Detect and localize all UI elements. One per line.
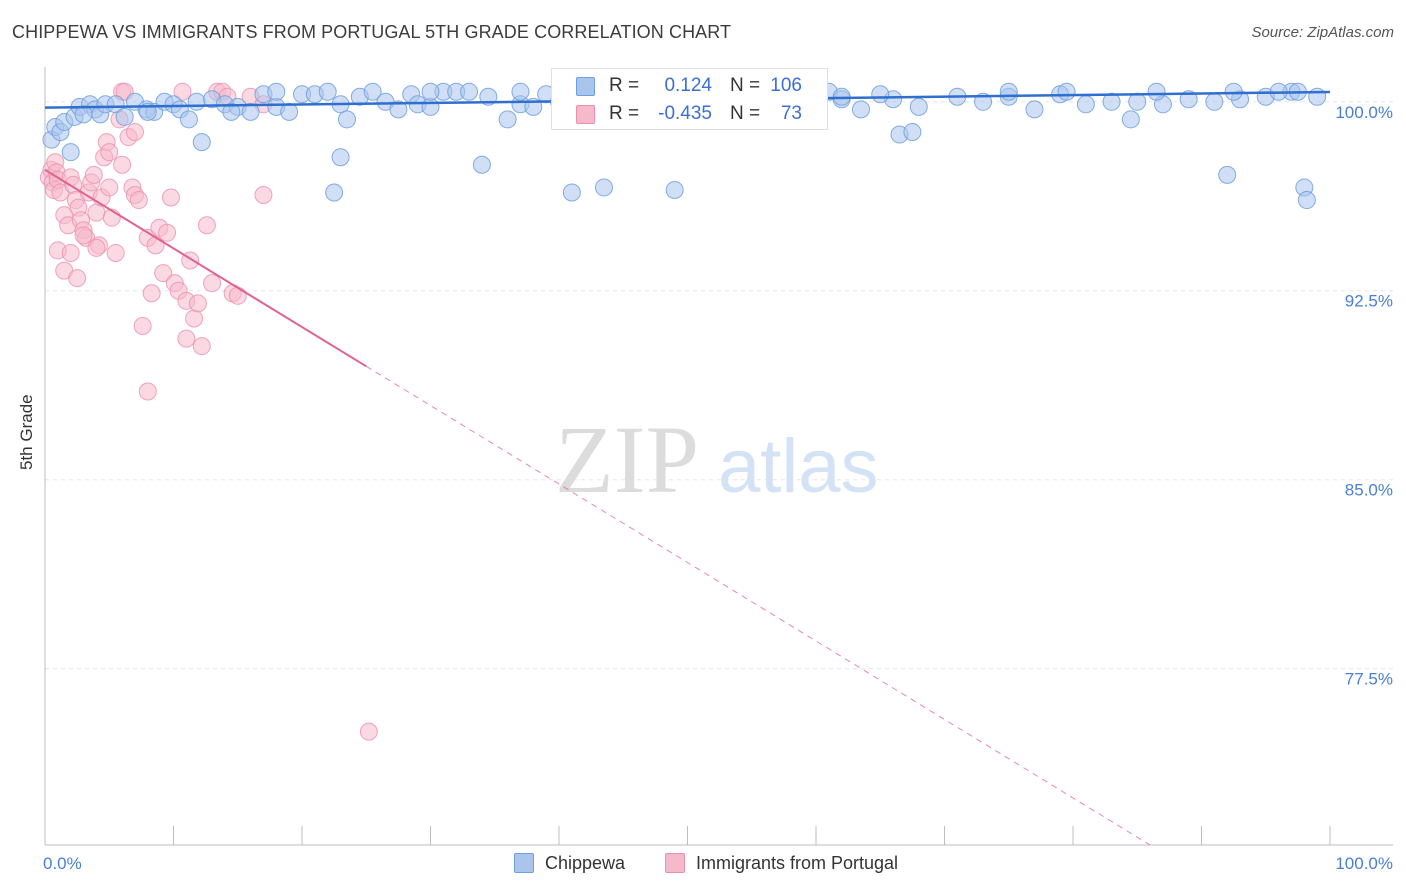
chippewa-point [62, 144, 79, 161]
portugal-point [143, 285, 160, 302]
chippewa-point [872, 86, 889, 103]
portugal-legend-swatch [665, 853, 685, 873]
portugal-point [69, 270, 86, 287]
portugal-point [88, 204, 105, 221]
portugal-point [162, 189, 179, 206]
scatter-chart: ZIP atlas 100.0%92.5%85.0%77.5%0.0% 100.0… [0, 0, 1406, 892]
n-value: 106 [754, 75, 802, 97]
chippewa-point [268, 83, 285, 100]
chippewa-point [319, 83, 336, 100]
portugal-point [198, 217, 215, 234]
stats-row-portugal: R = -0.435 N = 73 [552, 100, 827, 128]
chippewa-point [852, 101, 869, 118]
stats-legend: R = 0.124 N = 106 R = -0.435 N = 73 [551, 68, 828, 130]
n-value: 73 [754, 103, 802, 125]
portugal-point [101, 179, 118, 196]
chippewa-point [1298, 192, 1315, 209]
portugal-point [101, 144, 118, 161]
chippewa-point [180, 111, 197, 128]
portugal-point [229, 287, 246, 304]
chippewa-point [499, 111, 516, 128]
series-legend: Chippewa Immigrants from Portugal [0, 851, 1406, 877]
portugal-point [134, 318, 151, 335]
y-tick-label: 85.0% [1345, 481, 1393, 500]
chippewa-point [1122, 111, 1139, 128]
portugal-point [107, 244, 124, 261]
stats-row-chippewa: R = 0.124 N = 106 [552, 72, 827, 100]
chippewa-point [666, 181, 683, 198]
watermark-zip: ZIP [555, 406, 699, 513]
portugal-swatch [576, 105, 595, 124]
portugal-point [360, 723, 377, 740]
chippewa-point [332, 149, 349, 166]
chippewa-point [338, 111, 355, 128]
portugal-point [255, 187, 272, 204]
chippewa-point [188, 93, 205, 110]
chippewa-point [1129, 93, 1146, 110]
chippewa-point [1225, 83, 1242, 100]
portugal-point [88, 239, 105, 256]
chippewa-point [422, 98, 439, 115]
portugal-point [186, 310, 203, 327]
chippewa-legend-swatch [514, 853, 534, 873]
chippewa-point [422, 83, 439, 100]
chippewa-swatch [576, 77, 595, 96]
portugal-trend-line [45, 170, 366, 367]
portugal-point [130, 192, 147, 209]
chippewa-point [1000, 83, 1017, 100]
y-tick-label: 100.0% [1335, 103, 1393, 122]
chippewa-point [563, 184, 580, 201]
portugal-point [114, 156, 131, 173]
r-label: R = [609, 103, 639, 125]
chippewa-point [193, 134, 210, 151]
chippewa-point [1058, 83, 1075, 100]
r-label: R = [609, 75, 639, 97]
portugal-point [75, 227, 92, 244]
portugal-point [178, 330, 195, 347]
r-value: -0.435 [642, 103, 712, 125]
series-portugal-points [40, 83, 377, 740]
chippewa-point [473, 156, 490, 173]
chippewa-point [904, 124, 921, 141]
portugal-point [193, 338, 210, 355]
portugal-point [139, 383, 156, 400]
chippewa-legend-label: Chippewa [545, 853, 625, 874]
portugal-point [204, 275, 221, 292]
portugal-point [126, 124, 143, 141]
chippewa-point [1219, 166, 1236, 183]
chippewa-point [1077, 96, 1094, 113]
y-tick-label: 92.5% [1345, 292, 1393, 311]
portugal-point [189, 295, 206, 312]
watermark-atlas: atlas [718, 424, 879, 509]
chippewa-point [461, 83, 478, 100]
chippewa-point [1026, 101, 1043, 118]
y-tick-label: 77.5% [1345, 670, 1393, 689]
portugal-point [85, 166, 102, 183]
r-value: 0.124 [642, 75, 712, 97]
portugal-legend-label: Immigrants from Portugal [696, 853, 898, 874]
portugal-point [62, 244, 79, 261]
chippewa-point [326, 184, 343, 201]
chippewa-point [910, 98, 927, 115]
chippewa-point [512, 83, 529, 100]
chippewa-point [595, 179, 612, 196]
chippewa-point [1206, 93, 1223, 110]
chippewa-point [1148, 83, 1165, 100]
portugal-point [159, 224, 176, 241]
grid-lines [45, 102, 1393, 669]
chippewa-point [116, 108, 133, 125]
